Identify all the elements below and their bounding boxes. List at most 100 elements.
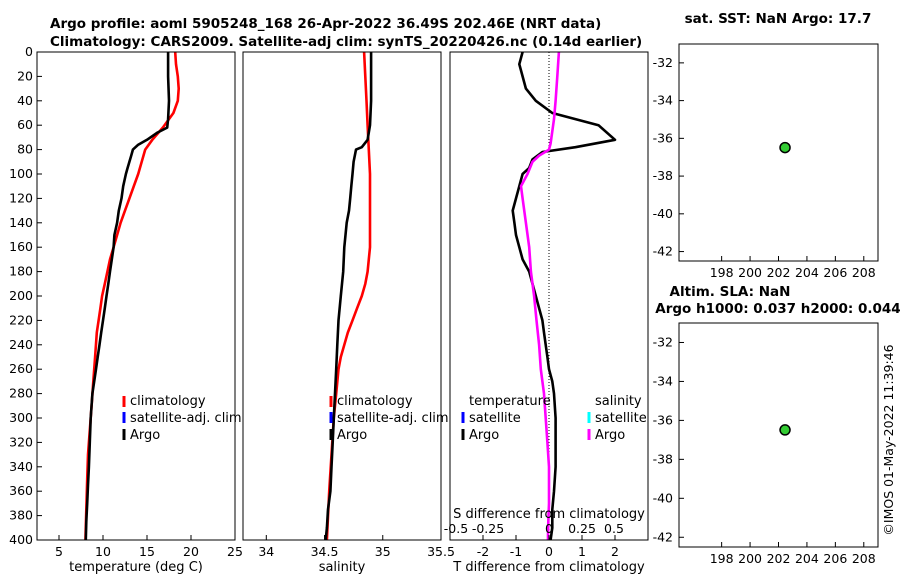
y-tick-label: 380 xyxy=(9,508,33,523)
sla-x-ticks: 198 200 202 204 206 208 xyxy=(710,542,876,566)
difference-axes-frame xyxy=(449,51,649,541)
x-tick-label: 204 xyxy=(795,265,819,280)
sla-title-line1: Altim. SLA: NaN xyxy=(670,284,791,300)
x-tick-label: 208 xyxy=(852,265,876,280)
legend-label-temp-satellite: satellite xyxy=(469,411,521,426)
series-line-climatology xyxy=(84,51,180,541)
x-tick-label: 15 xyxy=(139,544,155,559)
sst-axes-frame xyxy=(678,43,879,262)
y-tick-label: 180 xyxy=(9,264,33,279)
argo-location-marker xyxy=(779,424,791,436)
x-tick-label: 202 xyxy=(767,265,791,280)
legend-label-satellite-adj: satellite-adj. clim xyxy=(337,411,449,426)
legend-label-temp-argo: Argo xyxy=(469,428,499,443)
x-tick-label: 206 xyxy=(823,265,847,280)
salinity-lines xyxy=(324,51,373,541)
salinity-x-label: salinity xyxy=(319,560,366,575)
top-tick-label: 0.5 xyxy=(604,521,624,536)
y-tick-label: 400 xyxy=(9,532,33,547)
top-tick-label: -0.5 xyxy=(444,521,468,536)
x-tick-label: 198 xyxy=(710,551,734,566)
legend-label-argo: Argo xyxy=(130,428,160,443)
figure-title-line1: Argo profile: aoml 5905248_168 26-Apr-20… xyxy=(50,16,601,32)
y-tick-label: 360 xyxy=(9,483,33,498)
series-line-argo-salinity-difference xyxy=(519,51,561,540)
top-tick-label: 0.25 xyxy=(568,521,596,536)
sst-y-ticks: -32 -34 -36 -38 -40 -42 xyxy=(653,55,684,259)
difference-lines xyxy=(511,51,617,541)
y-tick-label: 0 xyxy=(25,44,33,59)
x-tick-label: 20 xyxy=(183,544,199,559)
legend-label-argo: Argo xyxy=(337,428,367,443)
legend-title-temperature: temperature xyxy=(469,394,551,409)
legend-label-climatology: climatology xyxy=(337,394,413,409)
sla-points xyxy=(779,424,791,436)
y-tick-label: 120 xyxy=(9,190,33,205)
y-tick-label: -36 xyxy=(653,130,673,145)
x-tick-label: 34 xyxy=(258,544,274,559)
y-tick-label: -36 xyxy=(653,412,673,427)
x-tick-label: 10 xyxy=(95,544,111,559)
sla-title-line2: Argo h1000: 0.037 h2000: 0.044 xyxy=(655,301,900,317)
y-tick-label: -34 xyxy=(653,93,673,108)
temperature-panel: 5 10 15 20 25 0 20 40 60 80 100 120 140 160 180 200 220… xyxy=(9,44,243,575)
salinity-axes-frame xyxy=(242,51,442,541)
y-tick-label: -40 xyxy=(653,490,673,505)
temperature-x-label: temperature (deg C) xyxy=(69,560,203,575)
x-tick-label: 25 xyxy=(227,544,243,559)
y-tick-label: -38 xyxy=(653,451,673,466)
y-tick-label: 140 xyxy=(9,215,33,230)
legend-label-climatology: climatology xyxy=(130,394,206,409)
difference-panel: -2 -1 0 1 2 T difference from climatology S … xyxy=(444,51,649,575)
x-tick-label: 206 xyxy=(823,551,847,566)
x-tick-label: -1 xyxy=(510,544,522,559)
temperature-legend: climatology satellite-adj. clim Argo xyxy=(122,394,242,443)
y-tick-label: -38 xyxy=(653,168,673,183)
y-tick-label: 20 xyxy=(17,68,33,83)
x-tick-label: 5 xyxy=(55,544,63,559)
series-line-argo xyxy=(324,52,373,541)
y-tick-label: 40 xyxy=(17,93,33,108)
legend-label-sal-argo: Argo xyxy=(595,428,625,443)
y-tick-label: -42 xyxy=(653,244,673,259)
temperature-x-ticks: 5 10 15 20 25 xyxy=(55,535,243,559)
x-tick-label: 200 xyxy=(738,265,762,280)
x-tick-label: 204 xyxy=(795,551,819,566)
figure-title-line2: Climatology: CARS2009. Satellite-adj cli… xyxy=(50,34,642,50)
legend-title-salinity: salinity xyxy=(595,394,642,409)
x-tick-label: 202 xyxy=(767,551,791,566)
salinity-difference-ticks: -0.5 -0.25 0 0.25 0.5 xyxy=(444,521,624,536)
y-tick-label: -40 xyxy=(653,206,673,221)
difference-legend: temperature satellite Argo salinity sate… xyxy=(461,394,647,443)
x-tick-label: 200 xyxy=(738,551,762,566)
salinity-legend: climatology satellite-adj. clim Argo xyxy=(329,394,449,443)
y-tick-label: 200 xyxy=(9,288,33,303)
legend-label-satellite-adj: satellite-adj. clim xyxy=(130,411,242,426)
top-tick-label: 0 xyxy=(545,521,553,536)
y-tick-label: 100 xyxy=(9,166,33,181)
temperature-lines xyxy=(84,51,180,541)
sla-y-ticks: -32 -34 -36 -38 -40 -42 xyxy=(653,334,684,544)
y-tick-label: 160 xyxy=(9,239,33,254)
imos-timestamp: ©IMOS 01-May-2022 11:39:46 xyxy=(881,344,896,535)
x-tick-label: 35.5 xyxy=(427,544,455,559)
y-tick-label: 280 xyxy=(9,386,33,401)
y-tick-label: -42 xyxy=(653,529,673,544)
x-tick-label: 35 xyxy=(375,544,391,559)
y-tick-label: 260 xyxy=(9,361,33,376)
y-tick-label: -32 xyxy=(653,334,673,349)
x-tick-label: -2 xyxy=(477,544,489,559)
sst-title: sat. SST: NaN Argo: 17.7 xyxy=(685,11,872,27)
top-tick-label: -0.25 xyxy=(472,521,504,536)
difference-x-label: T difference from climatology xyxy=(452,560,645,575)
x-tick-label: 34.5 xyxy=(311,544,339,559)
argo-location-marker xyxy=(779,141,791,154)
sst-map-panel: sat. SST: NaN Argo: 17.7 198 200 202 204 206… xyxy=(653,11,879,280)
sst-x-ticks: 198 200 202 204 206 208 xyxy=(710,256,876,280)
sla-map-panel: Altim. SLA: NaN Argo h1000: 0.037 h2000:… xyxy=(653,284,900,566)
x-tick-label: 2 xyxy=(611,544,619,559)
legend-label-sal-satellite: satellite xyxy=(595,411,647,426)
y-tick-label: -32 xyxy=(653,55,673,70)
depth-y-ticks: 0 20 40 60 80 100 120 140 160 180 200 220 240 260 280 3… xyxy=(9,44,42,547)
